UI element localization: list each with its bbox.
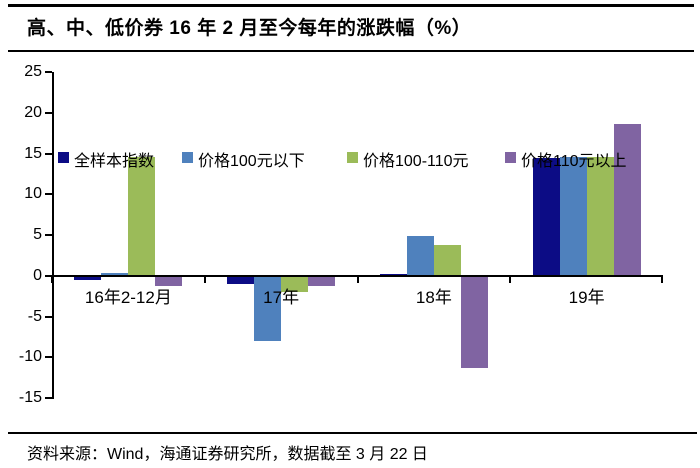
y-axis-tick-label: -5 xyxy=(27,307,42,325)
legend-label: 价格100-110元 xyxy=(363,153,469,170)
y-axis-tick xyxy=(45,356,52,359)
y-axis-tick xyxy=(45,193,52,196)
x-axis-tick xyxy=(661,276,663,283)
bar xyxy=(227,275,255,284)
legend-swatch-icon xyxy=(505,152,516,163)
x-axis-tick xyxy=(509,276,512,283)
y-axis-tick xyxy=(45,71,52,73)
bar xyxy=(433,244,461,276)
x-category-label: 17年 xyxy=(263,287,300,307)
bar xyxy=(532,157,560,276)
y-axis-tick-label: -10 xyxy=(18,348,42,366)
legend-label: 价格110元以上 xyxy=(521,153,627,170)
bar xyxy=(613,124,641,276)
legend-label: 价格100元以下 xyxy=(198,153,305,170)
y-axis-tick xyxy=(45,111,52,114)
chart-title: 高、中、低价券 16 年 2 月至今每年的涨跌幅（%） xyxy=(27,18,472,39)
y-axis-tick xyxy=(45,315,52,318)
bar xyxy=(559,156,587,276)
y-axis-tick-label: 25 xyxy=(24,63,42,80)
legend-swatch-icon xyxy=(347,152,358,163)
y-axis-tick-label: 20 xyxy=(24,103,42,121)
bar xyxy=(460,275,488,368)
y-axis-tick-label: 15 xyxy=(24,144,42,162)
y-axis-tick xyxy=(45,397,52,399)
y-axis-tick xyxy=(45,274,52,277)
bar xyxy=(308,275,336,287)
y-axis-tick-label: 0 xyxy=(33,266,42,284)
title-divider-line xyxy=(8,50,694,52)
plot-area: 25 20 15 10 5 0 -5 -10 -15 16年2-12月 17年 18年 19年 全样本指数… xyxy=(19,63,663,406)
y-axis-tick-label: -15 xyxy=(18,389,42,406)
legend-swatch-icon xyxy=(58,152,69,163)
legend-swatch-icon xyxy=(182,152,193,163)
x-axis-tick xyxy=(356,276,359,283)
x-axis-tick xyxy=(51,276,53,283)
bar xyxy=(101,273,129,276)
bar xyxy=(586,156,614,276)
x-category-label: 18年 xyxy=(415,287,452,307)
bar xyxy=(155,275,183,286)
bar xyxy=(406,235,434,276)
y-axis-tick xyxy=(45,152,52,155)
bar xyxy=(74,275,102,280)
footer-divider-line xyxy=(8,432,697,434)
y-axis-tick-label: 5 xyxy=(33,226,42,243)
y-axis-tick-label: 10 xyxy=(24,185,42,203)
x-category-label: 16年2-12月 xyxy=(84,287,172,307)
bar xyxy=(128,156,156,276)
x-category-label: 19年 xyxy=(568,287,605,307)
y-axis-line xyxy=(52,72,54,399)
legend-label: 全样本指数 xyxy=(74,153,155,170)
x-axis-tick xyxy=(203,276,206,283)
bar xyxy=(254,275,282,341)
y-axis-tick xyxy=(45,234,52,236)
bar xyxy=(281,275,309,293)
top-border-line xyxy=(8,4,694,7)
x-axis-line xyxy=(52,274,663,277)
source-note: 资料来源：Wind，海通证券研究所，数据截至 3 月 22 日 xyxy=(27,446,428,463)
